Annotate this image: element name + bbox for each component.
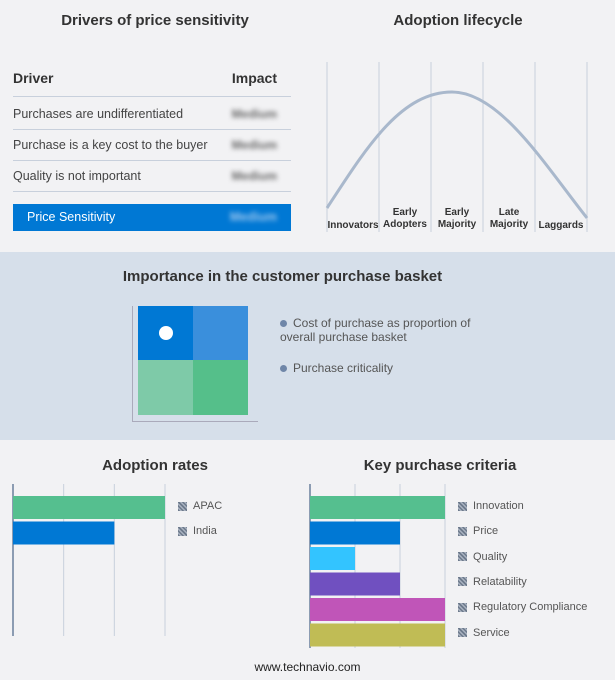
quadrant-bottom-right (193, 360, 248, 415)
legend-item: APAC (178, 500, 222, 512)
summary-label: Price Sensitivity (27, 210, 116, 224)
axis-line (132, 421, 258, 422)
impact-value: Medium (231, 169, 277, 183)
legend-swatch-icon (178, 526, 187, 536)
stage-label: Innovators (327, 220, 379, 231)
lifecycle-chart (325, 62, 589, 232)
bar-quality (310, 547, 355, 570)
legend-swatch-icon (458, 628, 467, 637)
adoption-curve (325, 90, 589, 219)
driver-row: Purchases are undifferentiated Medium (13, 99, 291, 130)
basket-title: Importance in the customer purchase bask… (122, 268, 443, 285)
impact-col-header: Impact (231, 70, 277, 86)
legend-swatch-icon (178, 501, 187, 511)
quadrant-bottom-left (138, 360, 193, 415)
price-sensitivity-row: Price Sensitivity Medium (13, 204, 291, 231)
impact-value: Medium (231, 138, 277, 152)
stage-label: Early Majority (437, 207, 477, 230)
legend-swatch-icon (458, 501, 467, 511)
driver-label: Purchase is a key cost to the buyer (13, 138, 208, 152)
legend-swatch-icon (458, 526, 467, 536)
stage-label: Late Majority (489, 207, 529, 230)
driver-col-header: Driver (13, 70, 54, 86)
legend-item: Relatability (458, 576, 527, 588)
driver-row: Purchase is a key cost to the buyer Mediu… (13, 130, 291, 161)
driver-label: Purchases are undifferentiated (13, 107, 184, 121)
legend-item: India (178, 525, 217, 537)
stage-label: Laggards (538, 220, 584, 231)
legend-item: Purchase criticality (280, 361, 393, 375)
footer-url: www.technavio.com (254, 660, 361, 674)
impact-value: Medium (231, 107, 277, 121)
bar-apac (13, 496, 165, 519)
kpc-title: Key purchase criteria (363, 457, 517, 474)
legend-item: Regulatory Compliance (458, 601, 587, 613)
driver-row: Quality is not important Medium (13, 161, 291, 192)
bar-regulatory-compliance (310, 598, 445, 621)
bar-relatability (310, 572, 400, 596)
legend-item: Price (458, 525, 498, 537)
legend-item: Cost of purchase as proportion of overal… (280, 316, 471, 344)
legend-swatch-icon (458, 552, 467, 562)
drivers-title: Drivers of price sensitivity (61, 12, 249, 29)
basket-section: Importance in the customer purchase bask… (0, 252, 615, 440)
legend-swatch-icon (458, 577, 467, 587)
summary-impact: Medium (229, 210, 277, 224)
legend-item: Innovation (458, 500, 524, 512)
legend-swatch-icon (458, 602, 467, 612)
bar-service (310, 623, 445, 647)
bar-charts (12, 484, 446, 648)
axis-line (132, 306, 133, 422)
position-marker (159, 326, 173, 340)
quadrant-top-right (193, 306, 248, 360)
bar-innovation (310, 496, 445, 519)
lifecycle-title: Adoption lifecycle (393, 12, 523, 29)
bar-price (310, 521, 400, 545)
bar-india (13, 521, 115, 545)
legend-item: Service (458, 627, 510, 639)
stage-label: Early Adopters (383, 207, 427, 230)
adoption-rates-title: Adoption rates (102, 457, 208, 474)
legend-item: Quality (458, 551, 507, 563)
driver-label: Quality is not important (13, 169, 141, 183)
drivers-header: Driver Impact (13, 70, 291, 97)
